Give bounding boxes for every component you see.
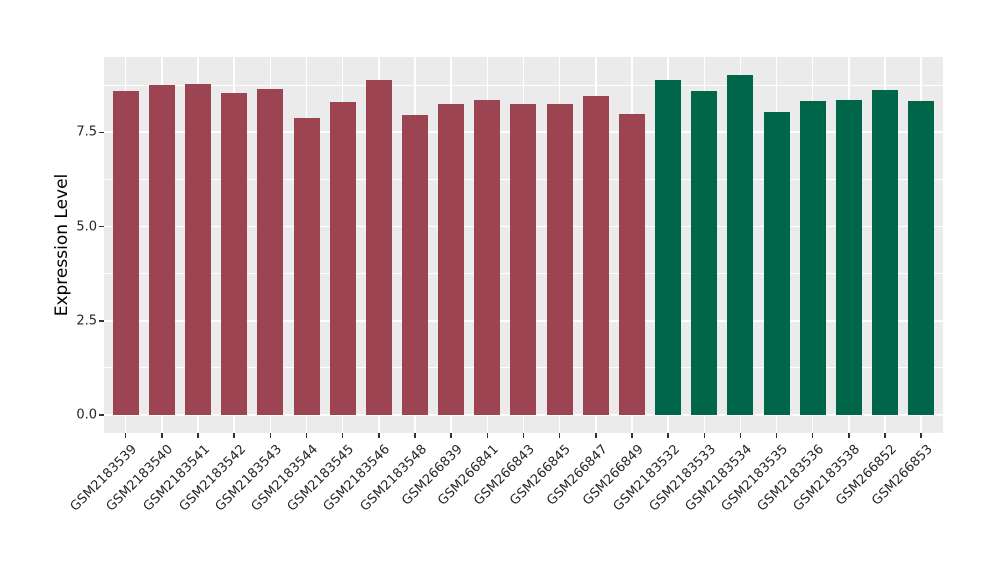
x-tick-mark bbox=[341, 433, 344, 438]
x-tick-mark bbox=[414, 433, 416, 438]
bar-GSM2183540 bbox=[148, 84, 175, 415]
x-tick-mark bbox=[848, 433, 850, 438]
x-tick-mark bbox=[378, 433, 380, 438]
x-tick-mark bbox=[703, 433, 705, 438]
bar-GSM2183543 bbox=[257, 88, 284, 415]
bar-GSM2183544 bbox=[293, 117, 320, 415]
x-tick-mark bbox=[233, 433, 235, 438]
bar-GSM2183539 bbox=[112, 91, 139, 415]
x-tick-mark bbox=[197, 433, 199, 438]
y-tick-mark bbox=[99, 414, 104, 416]
x-tick-mark bbox=[124, 433, 127, 438]
bar-GSM2183534 bbox=[727, 74, 754, 415]
y-tick-label: 2.5 bbox=[76, 313, 97, 329]
x-tick-mark bbox=[631, 433, 633, 438]
x-tick-mark bbox=[811, 433, 814, 438]
bar-GSM2183542 bbox=[221, 92, 248, 415]
plot-panel bbox=[104, 57, 943, 433]
bar-GSM266853 bbox=[908, 100, 935, 415]
bar-GSM2183535 bbox=[763, 111, 790, 415]
x-tick-mark bbox=[522, 433, 525, 438]
x-tick-mark bbox=[161, 433, 163, 438]
bar-GSM2183548 bbox=[401, 115, 428, 415]
x-tick-mark bbox=[739, 433, 742, 438]
x-tick-mark bbox=[486, 433, 489, 438]
bar-GSM2183533 bbox=[691, 91, 718, 415]
bar-GSM266839 bbox=[438, 103, 465, 415]
x-tick-mark bbox=[667, 433, 669, 438]
x-tick-mark bbox=[305, 433, 308, 438]
y-axis-title: Expression Level bbox=[52, 173, 72, 317]
bar-GSM2183546 bbox=[365, 80, 392, 415]
bar-GSM2183536 bbox=[799, 100, 826, 415]
x-tick-mark bbox=[558, 433, 561, 438]
bar-GSM266849 bbox=[618, 113, 645, 415]
y-tick-label: 5.0 bbox=[76, 219, 97, 234]
bar-GSM266852 bbox=[872, 90, 899, 415]
bar-GSM2183532 bbox=[655, 79, 682, 415]
bar-GSM266841 bbox=[474, 100, 501, 415]
bar-GSM2183538 bbox=[835, 99, 862, 415]
bar-GSM266843 bbox=[510, 103, 537, 415]
bar-GSM266845 bbox=[546, 103, 573, 415]
x-tick-mark bbox=[450, 433, 452, 438]
x-tick-mark bbox=[920, 433, 922, 438]
y-tick-mark bbox=[99, 225, 104, 228]
bar-GSM2183541 bbox=[185, 83, 212, 415]
y-tick-mark bbox=[99, 131, 104, 133]
x-tick-mark bbox=[884, 433, 886, 438]
y-tick-label: 0.0 bbox=[76, 407, 97, 423]
bar-GSM266847 bbox=[582, 95, 609, 415]
bar-GSM2183545 bbox=[329, 101, 356, 415]
x-tick-mark bbox=[269, 433, 272, 438]
y-tick-label: 7.5 bbox=[76, 124, 97, 140]
y-tick-mark bbox=[99, 320, 104, 322]
x-tick-mark bbox=[595, 433, 597, 438]
x-tick-mark bbox=[775, 433, 778, 438]
